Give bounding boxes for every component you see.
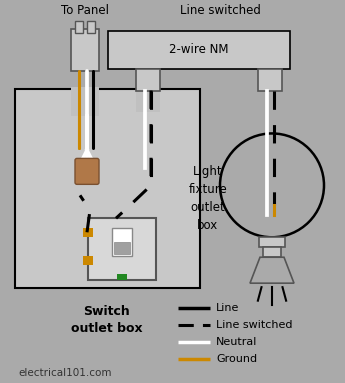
- Text: Line: Line: [216, 303, 239, 313]
- Bar: [117, 274, 127, 280]
- Bar: [108, 31, 290, 69]
- Bar: [71, 87, 99, 116]
- Text: Line switched: Line switched: [179, 4, 260, 16]
- Bar: [258, 69, 282, 90]
- Bar: [259, 237, 285, 247]
- Text: Neutral: Neutral: [216, 337, 257, 347]
- Bar: [71, 29, 99, 70]
- Bar: [15, 88, 200, 288]
- Text: electrical101.com: electrical101.com: [18, 368, 111, 378]
- Text: Light
fixture
outlet
box: Light fixture outlet box: [189, 165, 227, 232]
- Bar: [114, 242, 130, 254]
- Bar: [83, 256, 93, 265]
- Text: To Panel: To Panel: [61, 4, 109, 16]
- Bar: [87, 21, 95, 33]
- Text: Switch
outlet box: Switch outlet box: [71, 305, 143, 335]
- Bar: [136, 69, 160, 90]
- Bar: [75, 21, 83, 33]
- Text: Ground: Ground: [216, 354, 257, 364]
- Bar: [263, 247, 281, 257]
- Bar: [83, 228, 93, 237]
- Bar: [88, 218, 156, 280]
- FancyBboxPatch shape: [75, 159, 99, 184]
- Text: 2-wire NM: 2-wire NM: [169, 43, 229, 56]
- Bar: [136, 87, 160, 113]
- Text: Line switched: Line switched: [216, 320, 293, 330]
- Bar: [112, 228, 132, 256]
